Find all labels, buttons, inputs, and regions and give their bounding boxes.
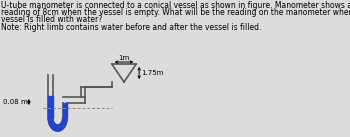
Text: 0.08 m: 0.08 m [3,99,27,105]
Text: U-tube manometer is connected to a conical vessel as shown in figure. Manometer : U-tube manometer is connected to a conic… [1,1,350,10]
Text: 1.75m: 1.75m [141,70,164,76]
Text: 1m: 1m [118,55,130,61]
Text: vessel is filled with water?: vessel is filled with water? [1,15,103,24]
Text: Note: Right limb contains water before and after the vessel is filled.: Note: Right limb contains water before a… [1,23,262,32]
Text: reading of 8cm when the vessel is empty. What will be the reading on the manomet: reading of 8cm when the vessel is empty.… [1,8,350,17]
Polygon shape [48,118,67,131]
